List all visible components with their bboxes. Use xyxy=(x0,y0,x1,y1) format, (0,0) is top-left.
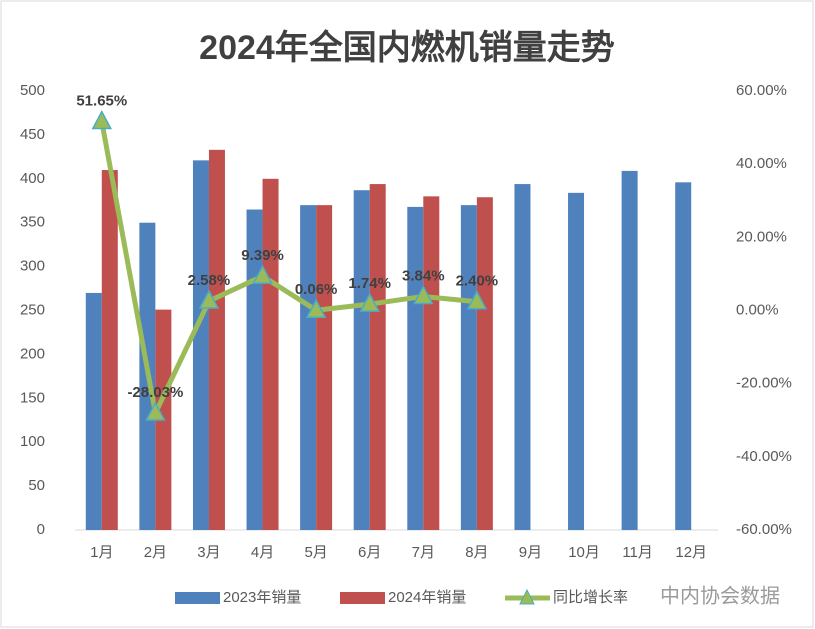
bar xyxy=(85,292,102,530)
x-tick-label: 12月 xyxy=(675,544,707,561)
data-label: -28.03% xyxy=(127,384,183,401)
y-tick-label: 450 xyxy=(20,126,45,143)
bar xyxy=(423,196,440,531)
marker xyxy=(91,109,113,130)
bar xyxy=(369,184,386,530)
x-tick-label: 5月 xyxy=(304,544,327,561)
x-tick-label: 9月 xyxy=(519,544,542,561)
bar xyxy=(621,170,638,530)
bar xyxy=(192,160,209,530)
line xyxy=(99,121,478,416)
y-tick-label: 300 xyxy=(20,258,45,275)
bar xyxy=(101,170,118,530)
data-label: 51.65% xyxy=(76,93,127,110)
bar xyxy=(460,205,477,530)
legend-swatch xyxy=(340,592,385,604)
y2-tick-label: 0.00% xyxy=(736,301,779,318)
marker xyxy=(145,401,166,421)
marker xyxy=(252,264,273,284)
y2-tick-label: 60.00% xyxy=(736,82,787,99)
x-tick-label: 1月 xyxy=(90,544,113,561)
bar xyxy=(568,192,585,530)
bar xyxy=(300,205,317,530)
marker xyxy=(198,289,220,309)
y-tick-label: 0 xyxy=(37,521,45,538)
y-tick-label: 200 xyxy=(20,345,45,362)
bar xyxy=(246,209,263,530)
bar xyxy=(514,184,531,530)
bar xyxy=(208,149,225,531)
marker xyxy=(466,290,488,310)
data-label: 2.40% xyxy=(456,273,499,290)
data-label: 9.39% xyxy=(241,247,284,264)
y2-tick-label: -20.00% xyxy=(736,375,792,392)
bar xyxy=(316,205,333,530)
x-tick-label: 8月 xyxy=(465,544,488,561)
data-label: 2.58% xyxy=(188,272,231,289)
marker xyxy=(359,292,380,312)
x-tick-label: 10月 xyxy=(568,544,600,561)
data-label: 1.74% xyxy=(348,275,391,292)
x-tick-label: 6月 xyxy=(358,544,381,561)
x-tick-label: 4月 xyxy=(251,544,274,561)
y-tick-label: 400 xyxy=(20,170,45,187)
x-tick-label: 11月 xyxy=(622,544,653,561)
bar xyxy=(262,178,279,531)
y2-tick-label: -60.00% xyxy=(736,521,792,538)
bar xyxy=(476,197,493,530)
bar xyxy=(353,190,370,531)
legend-marker xyxy=(519,588,535,605)
data-label: 3.84% xyxy=(402,267,445,284)
legend-label: 2023年销量 xyxy=(223,589,301,606)
bar xyxy=(675,182,692,530)
y-tick-label: 250 xyxy=(20,301,45,318)
bar xyxy=(407,206,424,530)
legend-label: 同比增长率 xyxy=(553,589,628,606)
x-tick-label: 2月 xyxy=(144,544,167,561)
legend-swatch xyxy=(175,592,220,604)
legend-label: 2024年销量 xyxy=(388,589,466,606)
marker xyxy=(413,284,434,305)
y-tick-label: 50 xyxy=(28,477,45,494)
y-tick-label: 150 xyxy=(20,389,45,406)
y2-tick-label: -40.00% xyxy=(736,448,792,465)
y-tick-label: 500 xyxy=(20,82,45,99)
y-tick-label: 100 xyxy=(20,433,45,450)
y2-tick-label: 40.00% xyxy=(736,155,787,172)
x-tick-label: 7月 xyxy=(412,544,435,561)
data-label: 0.06% xyxy=(295,281,338,298)
y2-tick-label: 20.00% xyxy=(736,228,787,245)
marker xyxy=(305,298,327,319)
y-tick-label: 350 xyxy=(20,214,45,231)
x-tick-label: 3月 xyxy=(197,544,220,561)
watermark: 中内协会数据 xyxy=(660,584,780,607)
chart-title: 2024年全国内燃机销量走势 xyxy=(199,28,615,67)
